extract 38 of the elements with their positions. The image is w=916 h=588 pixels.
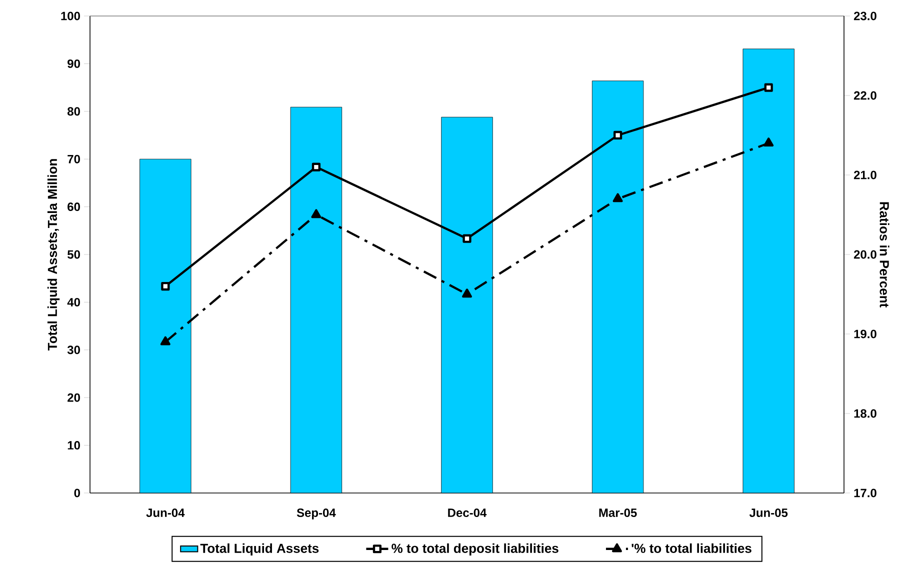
- y-tick-label: 40: [67, 298, 80, 306]
- y-axis-title: Total Liquid Assets,Tala Million: [47, 159, 60, 351]
- point: [612, 193, 623, 202]
- y2-tick-label: 22.0: [854, 91, 876, 100]
- point: [462, 288, 472, 298]
- y-tick-label: 80: [68, 107, 80, 116]
- point: [160, 336, 170, 346]
- x-tick-label: Jun-04: [146, 508, 185, 518]
- y-tick-label: 100: [61, 12, 80, 20]
- y-tick-label: 50: [68, 250, 80, 259]
- y-tick-label: 20: [68, 393, 80, 402]
- point: [311, 209, 322, 218]
- y-tick-label: 10: [68, 441, 80, 450]
- y-tick-label: 30: [67, 346, 80, 354]
- y2-axis-title: Ratios in Percent: [880, 202, 890, 308]
- y2-tick-label: 18.0: [854, 409, 876, 418]
- legend-label: % to total deposit liabilities: [392, 543, 558, 556]
- legend-label: '% to total liabilities: [632, 543, 752, 553]
- y-tick-label: 70: [68, 154, 80, 164]
- point: [312, 162, 321, 172]
- x-tick-label: Dec-04: [448, 508, 487, 518]
- x-tick-label: Sep-04: [296, 508, 336, 520]
- y2-tick-label: 17.0: [854, 488, 876, 498]
- y-tick-label: 60: [68, 202, 80, 212]
- y2-tick-label: 21.0: [854, 170, 876, 180]
- y-tick-label: 0: [74, 488, 80, 498]
- y2-tick-label: 19.0: [854, 330, 876, 338]
- x-tick-label: Jun-05: [749, 508, 788, 518]
- x-tick-label: Mar-05: [599, 508, 637, 518]
- point: [764, 138, 774, 147]
- point: [161, 282, 170, 291]
- point: [764, 83, 773, 92]
- legend-label: Total Liquid Assets: [200, 543, 319, 556]
- point: [614, 130, 622, 140]
- y2-tick-label: 20.0: [854, 250, 876, 259]
- y2-tick-label: 23.0: [854, 12, 876, 20]
- point: [462, 234, 472, 243]
- y-tick-label: 90: [68, 59, 80, 68]
